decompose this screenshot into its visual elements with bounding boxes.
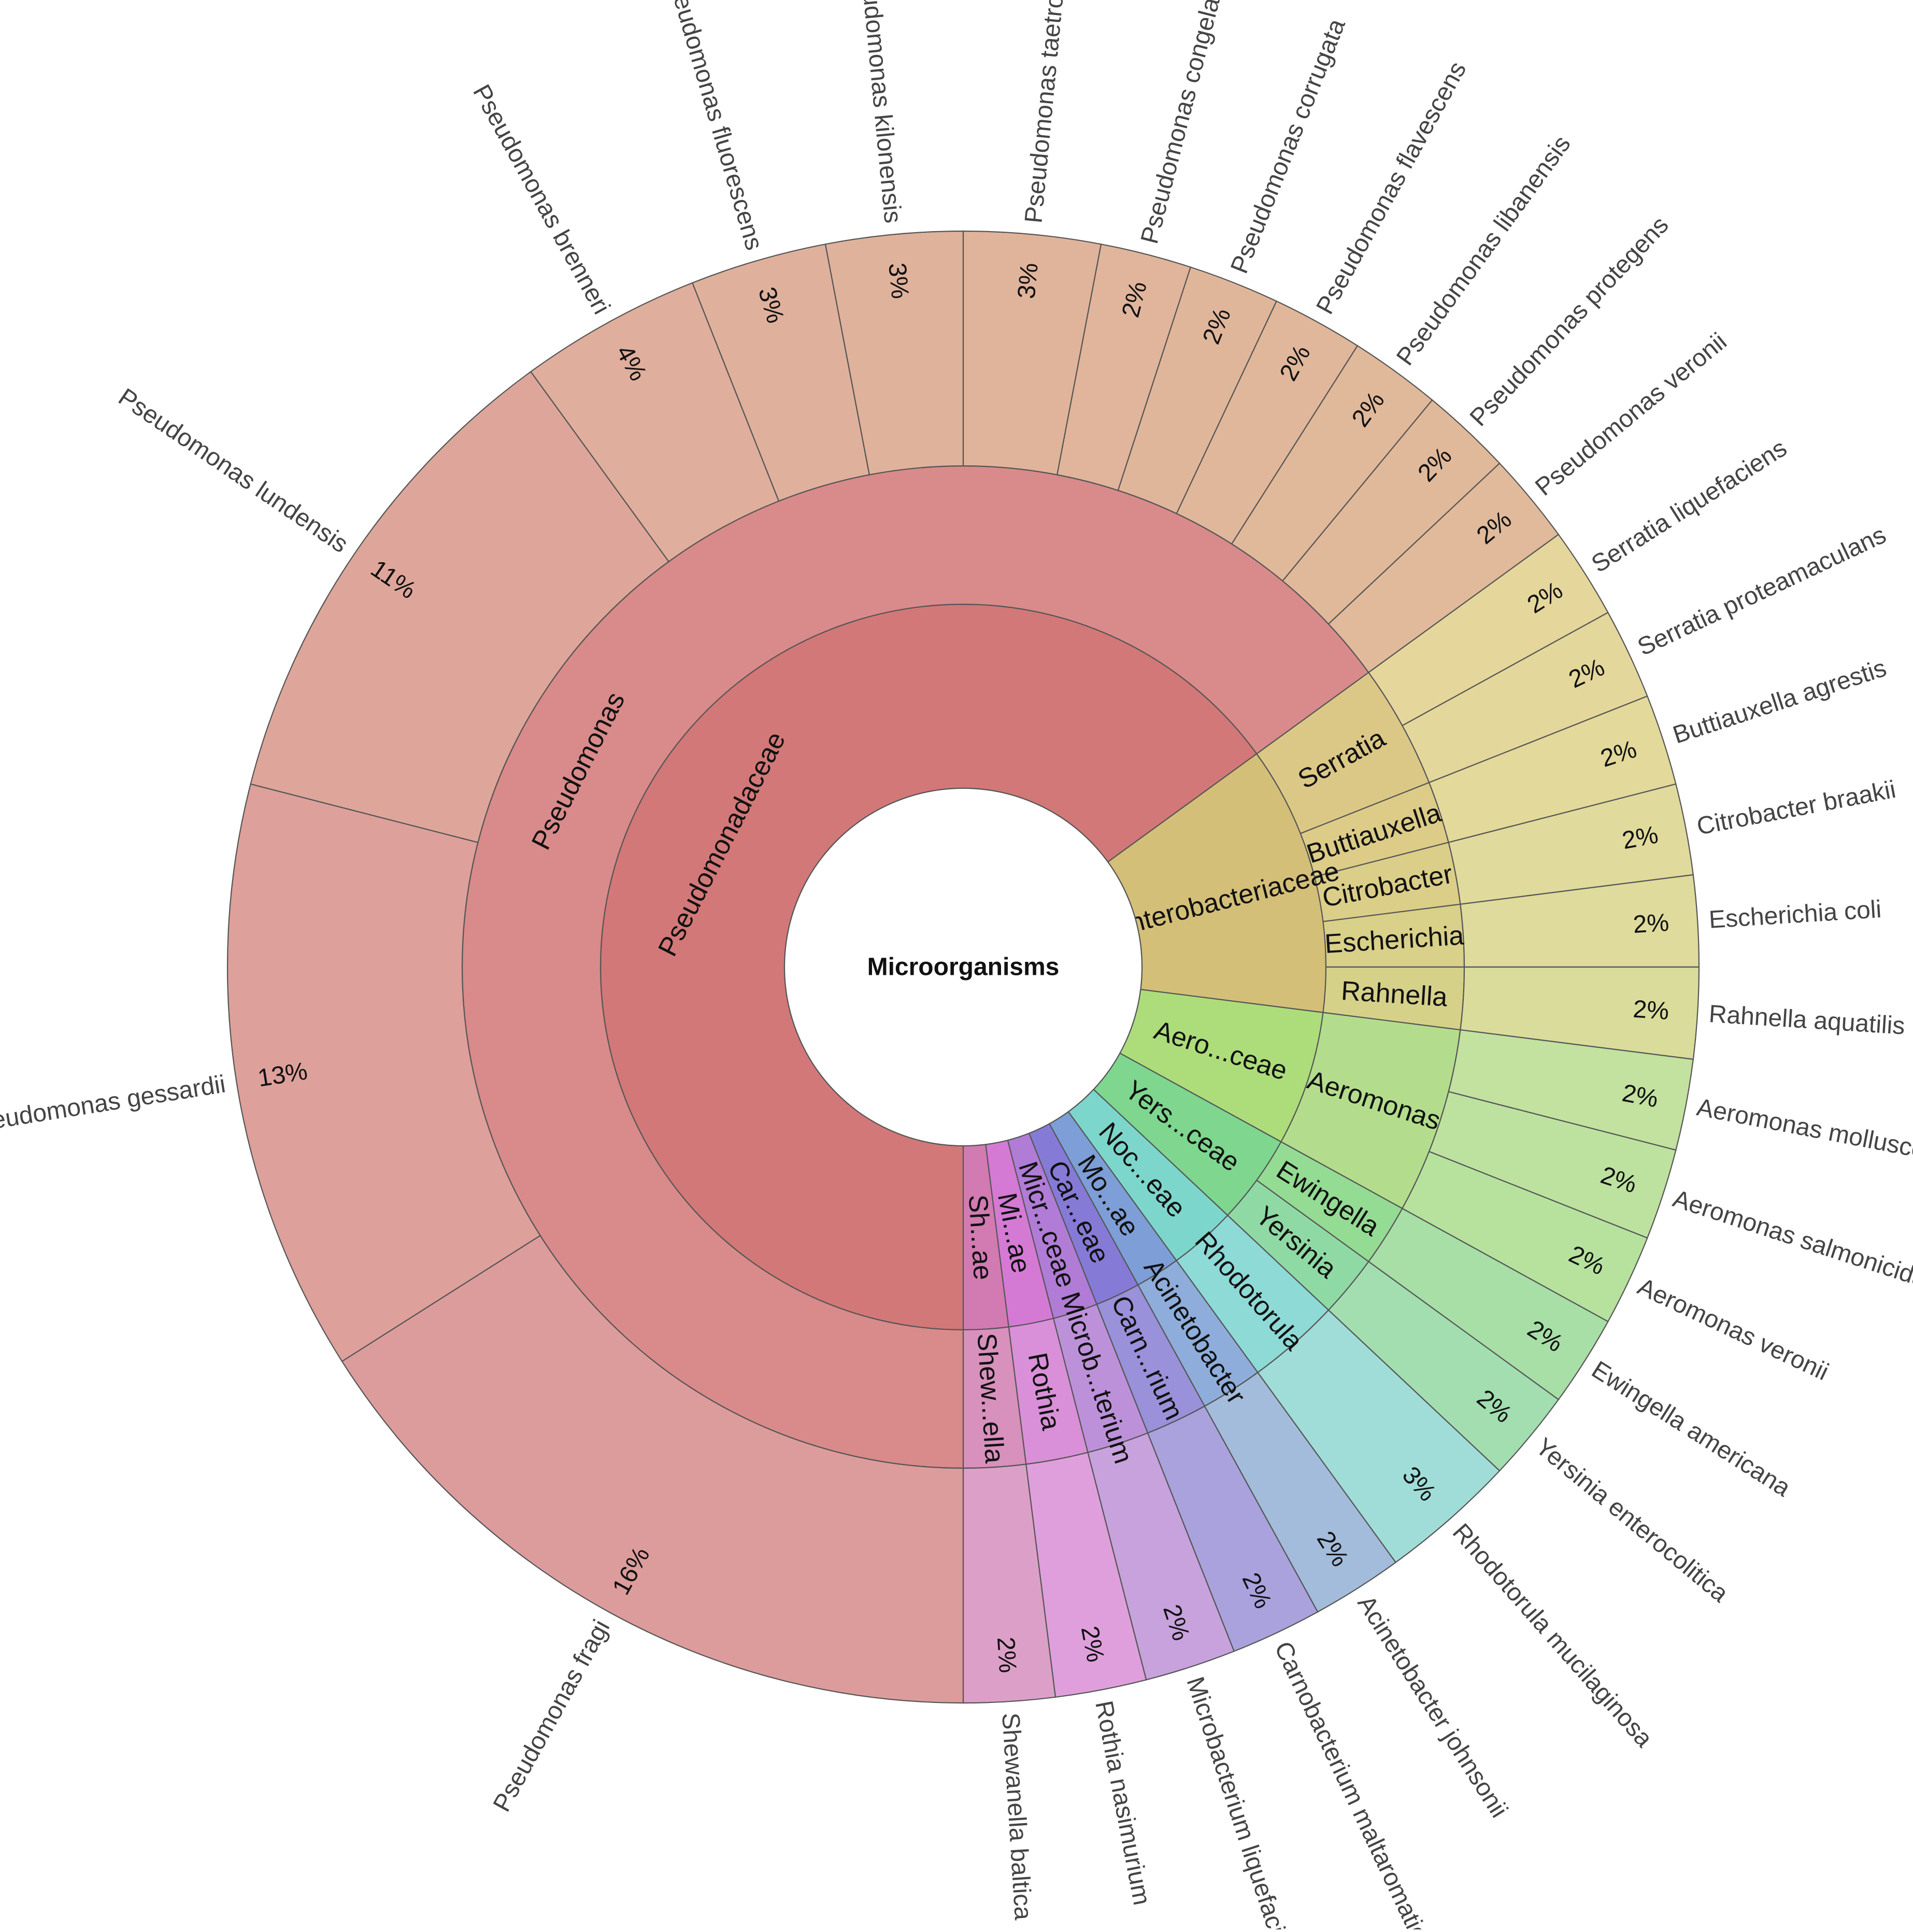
species-pct-rothia-nasimurium: 2% bbox=[1076, 1624, 1109, 1664]
species-name-pseudomonas-lundensis: Pseudomonas lundensis bbox=[113, 383, 353, 559]
species-pct-pseudomonas-taetrolens: 3% bbox=[1013, 262, 1044, 300]
species-name-yersinia-enterocolitica: Yersinia enterocolitica bbox=[1530, 1433, 1733, 1608]
species-name-pseudomonas-brenneri: Pseudomonas brenneri bbox=[467, 80, 616, 319]
species-name-rothia-nasimurium: Rothia nasimurium bbox=[1090, 1698, 1155, 1907]
species-name-rhodotorula-mucilaginosa: Rhodotorula mucilaginosa bbox=[1447, 1518, 1658, 1753]
species-name-citrobacter-braakii: Citrobacter braakii bbox=[1694, 776, 1898, 841]
species-name-rahnella-aquatilis: Rahnella aquatilis bbox=[1708, 1000, 1906, 1040]
species-name-pseudomonas-fragi: Pseudomonas fragi bbox=[488, 1615, 616, 1816]
species-name-escherichia-coli: Escherichia coli bbox=[1708, 896, 1882, 934]
center-hole[interactable] bbox=[783, 787, 1143, 1147]
species-name-aeromonas-salmonicida: Aeromonas salmonicida bbox=[1669, 1185, 1913, 1293]
species-name-serratia-proteamaculans: Serratia proteamaculans bbox=[1633, 521, 1890, 661]
species-name-aeromonas-veronii: Aeromonas veronii bbox=[1633, 1273, 1833, 1386]
species-pct-escherichia-coli: 2% bbox=[1632, 909, 1670, 939]
species-pct-pseudomonas-kilonensis: 3% bbox=[883, 262, 913, 300]
species-name-pseudomonas-veronii: Pseudomonas veronii bbox=[1530, 328, 1732, 501]
species-name-aeromonas-molluscorum: Aeromonas molluscorum bbox=[1694, 1093, 1913, 1172]
family-label-shewanellaceae: Sh...ae bbox=[963, 1194, 998, 1281]
species-name-pseudomonas-gessardii: Pseudomonas gessardii bbox=[0, 1070, 227, 1139]
species-name-pseudomonas-kilonensis: Pseudomonas kilonensis bbox=[853, 0, 907, 224]
species-segment-pseudomonas-gessardii[interactable] bbox=[226, 783, 541, 1362]
species-name-pseudomonas-fluorescens: Pseudomonas fluorescens bbox=[660, 0, 768, 253]
species-pct-citrobacter-braakii: 2% bbox=[1620, 821, 1660, 855]
species-pct-rahnella-aquatilis: 2% bbox=[1632, 996, 1670, 1025]
species-segment-shewanella-baltica[interactable] bbox=[962, 1464, 1057, 1704]
genus-label-rahnella: Rahnella bbox=[1340, 976, 1449, 1013]
species-segment-pseudomonas-lundensis[interactable] bbox=[250, 371, 670, 843]
root-label: Microorganisms bbox=[867, 954, 1060, 981]
species-name-acinetobacter-johnsonii: Acinetobacter johnsonii bbox=[1352, 1590, 1513, 1822]
species-name-ewingella-americana: Ewingella americana bbox=[1587, 1356, 1795, 1502]
species-name-serratia-liquefaciens: Serratia liquefaciens bbox=[1587, 434, 1792, 578]
species-name-pseudomonas-taetrolens: Pseudomonas taetrolens bbox=[1020, 0, 1073, 224]
species-segment-pseudomonas-fragi[interactable] bbox=[341, 1234, 964, 1704]
species-name-shewanella-baltica: Shewanella baltica bbox=[996, 1712, 1037, 1921]
species-name-pseudomonas-corrugata: Pseudomonas corrugata bbox=[1225, 15, 1351, 277]
species-name-buttiauxella-agrestis: Buttiauxella agrestis bbox=[1669, 654, 1890, 749]
species-pct-shewanella-baltica: 2% bbox=[992, 1636, 1021, 1674]
species-name-microbacterium-liquefaciens: Microbacterium liquefaciens bbox=[1181, 1673, 1302, 1929]
species-name-pseudomonas-congelans: Pseudomonas congelans bbox=[1136, 0, 1232, 247]
species-pct-aeromonas-molluscorum: 2% bbox=[1620, 1079, 1660, 1113]
sunburst-rings bbox=[226, 230, 1700, 1704]
